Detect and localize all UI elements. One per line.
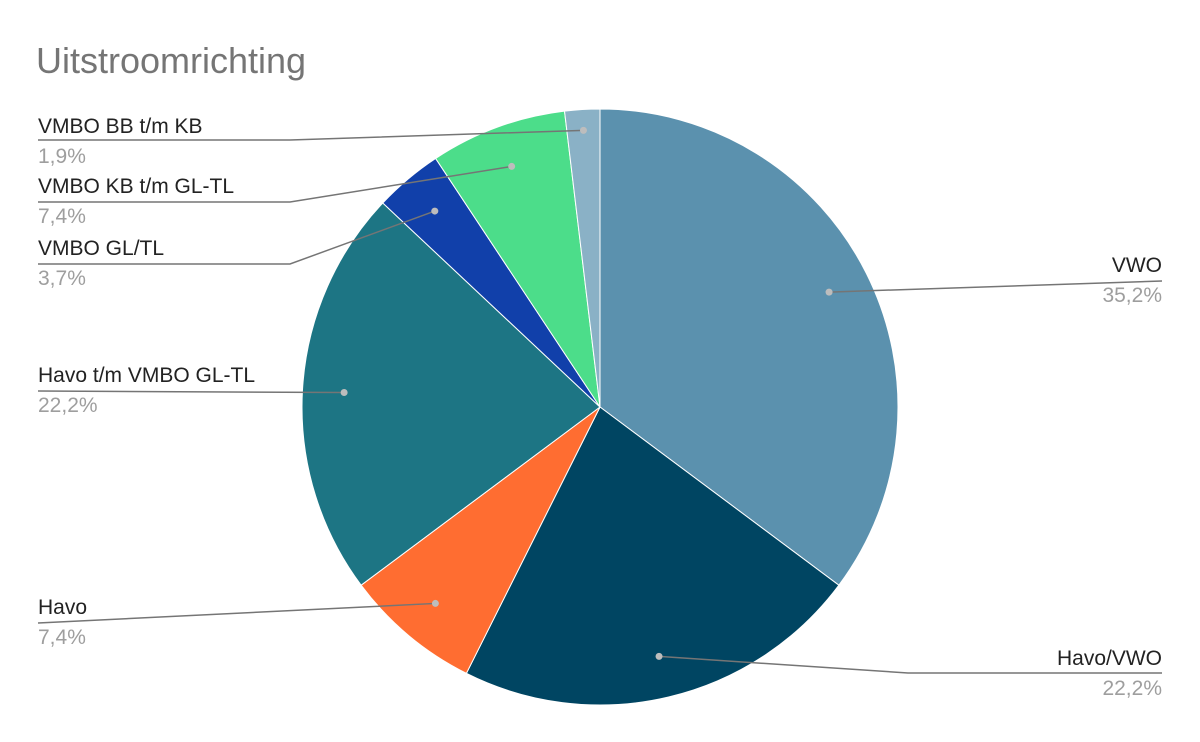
slice-labels: VWO 35,2% Havo/VWO 22,2% Havo 7,4% Havo t/m VM… <box>38 115 1162 700</box>
leader-line-havo <box>37 602 436 624</box>
leader-line-vmbo-gl-tl <box>38 210 436 265</box>
slice-value-vwo: 35,2% <box>1102 284 1162 307</box>
leader-dot-vmbo-bb-t-m-kb <box>579 126 587 134</box>
leader-line-havo-t-m-vmbo-gl-tl <box>37 390 345 394</box>
leader-line-havo-vwo <box>658 655 1162 674</box>
leader-dot-vwo <box>825 288 833 296</box>
pie-slice-havo <box>360 406 601 675</box>
leader-lines <box>37 126 1163 674</box>
slice-label-vmbo-bb-t-m-kb: VMBO BB t/m KB <box>38 115 203 138</box>
leader-dot-vmbo-gl-tl <box>431 207 439 215</box>
slice-value-vmbo-kb-t-m-gl-tl: 7,4% <box>38 205 86 228</box>
slice-label-havo-vwo: Havo/VWO <box>1057 647 1162 670</box>
slice-label-vwo: VWO <box>1112 254 1162 277</box>
leader-dot-havo <box>431 599 439 607</box>
slice-label-vmbo-kb-t-m-gl-tl: VMBO KB t/m GL-TL <box>38 175 234 198</box>
slice-value-havo-vwo: 22,2% <box>1102 677 1162 700</box>
pie-slice-havo-vwo <box>465 406 840 706</box>
slice-label-havo: Havo <box>38 596 87 619</box>
leader-dot-vmbo-kb-t-m-gl-tl <box>508 162 516 170</box>
chart-title: Uitstroomrichting <box>36 40 306 81</box>
slice-value-vmbo-bb-t-m-kb: 1,9% <box>38 145 86 168</box>
leader-dot-havo-t-m-vmbo-gl-tl <box>340 389 348 397</box>
slice-label-havo-t-m-vmbo-gl-tl: Havo t/m VMBO GL-TL <box>38 364 255 387</box>
slice-label-vmbo-gl-tl: VMBO GL/TL <box>38 237 164 260</box>
leader-dot-havo-vwo <box>655 652 663 660</box>
pie-slice-vmbo-bb-t-m-kb <box>563 108 601 408</box>
pie-slice-havo-t-m-vmbo-gl-tl <box>301 202 601 586</box>
slice-value-vmbo-gl-tl: 3,7% <box>38 267 86 290</box>
pie-slices <box>301 108 899 706</box>
pie-slice-vwo <box>599 108 899 586</box>
leader-line-vmbo-kb-t-m-gl-tl <box>38 165 512 203</box>
leader-line-vwo <box>829 280 1163 293</box>
pie-slice-vmbo-kb-t-m-gl-tl <box>434 110 601 408</box>
slice-value-havo-t-m-vmbo-gl-tl: 22,2% <box>38 394 98 417</box>
leader-line-vmbo-bb-t-m-kb <box>38 129 584 141</box>
slice-value-havo: 7,4% <box>38 626 86 649</box>
